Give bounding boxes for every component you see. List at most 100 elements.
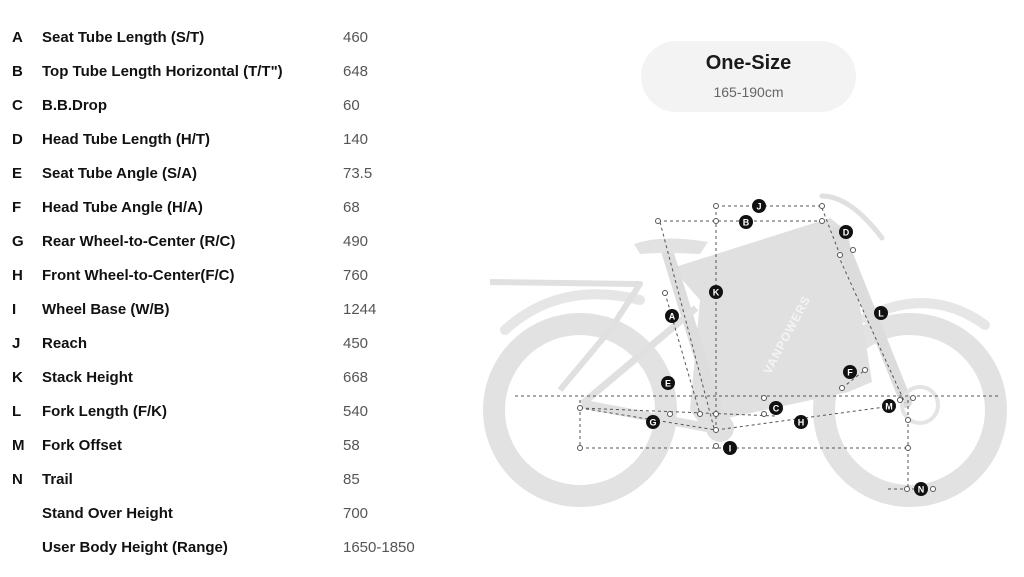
rear-wheel	[483, 313, 677, 507]
endpoint-dot	[713, 443, 719, 449]
spec-code: N	[12, 471, 23, 488]
marker-e: E	[661, 376, 675, 390]
spec-row-user-body-height: User Body Height (Range) 1650-1850	[0, 530, 440, 564]
marker-g: G	[646, 415, 660, 429]
bike-geometry-diagram: VANPOWERS	[483, 193, 1007, 507]
spec-label: Reach	[42, 335, 88, 352]
fork	[832, 226, 912, 408]
svg-text:C: C	[773, 404, 780, 414]
spec-label: Stack Height	[42, 369, 133, 386]
svg-text:I: I	[729, 444, 732, 454]
svg-text:M: M	[885, 402, 893, 412]
svg-text:J: J	[756, 202, 761, 212]
size-card: One-Size 165-190cm	[641, 41, 856, 112]
endpoint-dot	[910, 395, 916, 401]
spec-row-h: H Front Wheel-to-Center(F/C) 760	[0, 258, 440, 292]
marker-j: J	[752, 199, 766, 213]
crank	[706, 414, 734, 442]
endpoint-dot	[905, 445, 911, 451]
spec-value: 540	[343, 403, 369, 420]
marker-l: L	[874, 306, 888, 320]
spec-label: Seat Tube Length (S/T)	[42, 29, 205, 46]
spec-row-k: K Stack Height 668	[0, 360, 440, 394]
saddle	[634, 238, 708, 254]
spec-row-b: B Top Tube Length Horizontal (T/T") 648	[0, 54, 440, 88]
seat-tube	[662, 248, 728, 434]
spec-label: Wheel Base (W/B)	[42, 301, 170, 318]
endpoint-dot	[761, 411, 767, 417]
spec-value: 648	[343, 63, 369, 80]
endpoint-dot	[697, 411, 703, 417]
endpoint-dot	[819, 203, 825, 209]
endpoint-dot	[761, 395, 767, 401]
geometry-spec-table: A Seat Tube Length (S/T) 460 B Top Tube …	[0, 20, 440, 564]
spec-label: Front Wheel-to-Center(F/C)	[42, 267, 235, 284]
spec-value: 450	[343, 335, 369, 352]
rear-fender	[500, 289, 645, 335]
spec-value: 73.5	[343, 165, 373, 182]
measure-line-a	[659, 221, 716, 433]
endpoint-dot	[904, 486, 910, 492]
endpoint-dot	[905, 417, 911, 423]
spec-row-j: J Reach 450	[0, 326, 440, 360]
spec-label: B.B.Drop	[42, 97, 107, 114]
endpoint-dot	[667, 411, 673, 417]
front-wheel	[813, 313, 1007, 507]
marker-k: K	[709, 285, 723, 299]
marker-a: A	[665, 309, 679, 323]
disc-brake	[900, 385, 940, 425]
spec-label: Stand Over Height	[42, 505, 173, 522]
marker-f: F	[843, 365, 857, 379]
spec-value: 668	[343, 369, 369, 386]
svg-text:F: F	[847, 368, 853, 378]
seat-stay	[579, 305, 699, 407]
size-title: One-Size	[705, 52, 792, 74]
spec-code: J	[12, 335, 21, 352]
endpoint-dot	[713, 411, 719, 417]
spec-code: B	[12, 63, 23, 80]
size-range: 165-190cm	[713, 84, 784, 100]
endpoint-dot	[897, 397, 903, 403]
spec-value: 68	[343, 199, 360, 216]
spec-value: 460	[343, 29, 369, 46]
spec-value: 140	[343, 131, 369, 148]
svg-text:L: L	[878, 309, 884, 319]
spec-row-n: N Trail 85	[0, 462, 440, 496]
endpoint-dot	[837, 252, 843, 258]
endpoint-dot	[862, 367, 868, 373]
spec-code: G	[12, 233, 24, 250]
svg-text:A: A	[669, 312, 676, 322]
spec-row-stand-over-height: Stand Over Height 700	[0, 496, 440, 530]
endpoint-dot	[713, 218, 719, 224]
spec-value: 700	[343, 505, 369, 522]
spec-value: 58	[343, 437, 360, 454]
spec-value: 490	[343, 233, 369, 250]
endpoint-dot	[839, 385, 845, 391]
spec-value: 760	[343, 267, 369, 284]
spec-value: 60	[343, 97, 360, 114]
endpoint-dot	[713, 427, 719, 433]
spec-label: User Body Height (Range)	[42, 539, 228, 556]
bike-frame	[672, 218, 872, 424]
marker-d: D	[839, 225, 853, 239]
spec-row-c: C B.B.Drop 60	[0, 88, 440, 122]
spec-code: C	[12, 97, 23, 114]
spec-label: Head Tube Length (H/T)	[42, 131, 211, 148]
spec-row-g: G Rear Wheel-to-Center (R/C) 490	[0, 224, 440, 258]
spec-code: A	[12, 29, 23, 46]
endpoint-dot	[655, 218, 661, 224]
spec-label: Head Tube Angle (H/A)	[42, 199, 203, 216]
spec-row-l: L Fork Length (F/K) 540	[0, 394, 440, 428]
spec-label: Top Tube Length Horizontal (T/T")	[42, 63, 283, 80]
spec-code: F	[12, 199, 22, 216]
svg-text:N: N	[918, 485, 925, 495]
marker-m: M	[882, 399, 896, 413]
marker-c: C	[769, 401, 783, 415]
endpoint-dot	[662, 290, 668, 296]
marker-i: I	[723, 441, 737, 455]
endpoint-dot	[850, 247, 856, 253]
measure-line-c	[579, 407, 777, 417]
spec-value: 85	[343, 471, 360, 488]
spec-label: Rear Wheel-to-Center (R/C)	[42, 233, 236, 250]
spec-row-d: D Head Tube Length (H/T) 140	[0, 122, 440, 156]
